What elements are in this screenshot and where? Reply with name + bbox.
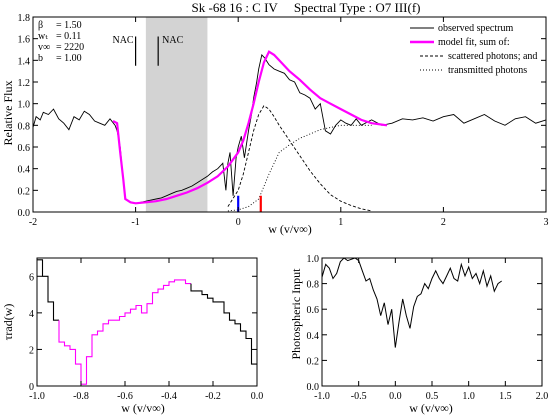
photospheric-y-tick-label: 1.0 (307, 254, 320, 265)
tau-rad-x-tick-label: -0.2 (205, 391, 221, 402)
main-spectrum-panel: -2 -1 0 1 2 3 0.0 0.2 0.4 0.6 0.8 1.0 1.2 1.4 1.6 1.8 S… (1, 0, 549, 236)
legend-label: scattered photons; and (448, 51, 537, 62)
main-x-tick-label: -1 (131, 217, 139, 228)
photospheric-y-tick-label: 0.6 (307, 305, 320, 316)
main-series-group (32, 50, 547, 212)
transmitted-photons-line (227, 124, 372, 212)
tau-rad-model-step-line (58, 279, 191, 385)
photospheric-y-tick-label: 0.0 (307, 382, 320, 393)
legend-label: transmitted photons (448, 65, 527, 76)
tau-rad-x-axis-label: w (v/v∞) (121, 401, 165, 415)
main-y-tick-label: 1.6 (18, 35, 31, 46)
photospheric-x-tick-label: -1.0 (314, 391, 330, 402)
x-axis-label: w (v/v∞) (268, 222, 312, 236)
main-x-tick-label: 3 (544, 217, 549, 228)
param-symbol: b (38, 53, 43, 64)
photospheric-series-group (321, 257, 502, 348)
photospheric-y-tick-label: 0.2 (307, 356, 320, 367)
photospheric-x-tick-label: 0.5 (426, 391, 439, 402)
main-x-tick-label: 0 (236, 217, 241, 228)
nac-label: NAC (112, 35, 133, 46)
main-y-tick-label: 0.2 (18, 186, 31, 197)
marker-lines (135, 36, 262, 212)
nac-label: NAC (162, 35, 183, 46)
main-y-tick-label: 1.2 (18, 78, 31, 89)
main-y-tick-label: 0.6 (18, 143, 31, 154)
tau-rad-ticks: -1.0 -0.8 -0.6 -0.4 -0.2 0.0 0 2 4 6 (29, 258, 263, 402)
photospheric-input-panel: -1.0 -0.5 0.0 0.5 1.0 1.5 2.0 0.0 0.2 0.4 0.6 0.8 1.… (289, 254, 548, 415)
photospheric-x-axis-label: w (v/v∞) (409, 401, 453, 415)
photospheric-x-tick-label: 2.0 (536, 391, 549, 402)
tau-rad-x-tick-label: -0.8 (73, 391, 89, 402)
param-value: = 1.00 (56, 53, 82, 64)
tau-rad-y-tick-label: 2 (29, 345, 34, 356)
tau-rad-step-line (190, 283, 257, 365)
photospheric-x-tick-label: 0.0 (389, 391, 402, 402)
legend-label: model fit, sum of: (438, 37, 510, 48)
legend-label: observed spectrum (438, 23, 513, 34)
photospheric-x-tick-label: -0.5 (351, 391, 367, 402)
tau-rad-panel: -1.0 -0.8 -0.6 -0.4 -0.2 0.0 0 2 4 6 w (v/v∞) τra… (1, 257, 263, 415)
photospheric-y-tick-label: 0.4 (307, 331, 320, 342)
photospheric-ticks: -1.0 -0.5 0.0 0.5 1.0 1.5 2.0 0.0 0.2 0.4 0.6 0.8 1.… (307, 254, 549, 402)
tau-rad-series-group (37, 259, 257, 385)
tau-rad-y-tick-label: 4 (29, 309, 34, 320)
parameter-block: β = 1.50 wₜ = 0.11 v∞ = 2220 b = 1.00 (38, 20, 84, 64)
main-plot-frame (32, 16, 547, 213)
main-y-tick-label: 0.8 (18, 121, 31, 132)
nac-annotations: NAC NAC (112, 35, 183, 46)
main-y-tick-label: 1.8 (18, 13, 31, 24)
y-axis-label: Relative Flux (1, 81, 15, 146)
param-value: = 2220 (56, 42, 84, 53)
legend: observed spectrum model fit, sum of: scatt… (410, 23, 537, 76)
photospheric-y-tick-label: 0.8 (307, 280, 320, 291)
tau-rad-y-axis-label: τrad(w) (1, 304, 15, 341)
main-y-tick-label: 1.0 (18, 100, 31, 111)
tau-rad-x-tick-label: 0.0 (251, 391, 264, 402)
param-symbol: v∞ (38, 42, 50, 53)
main-x-tick-label: 1 (338, 217, 343, 228)
scattered-photons-line (227, 105, 372, 212)
photospheric-plot-frame (321, 257, 543, 387)
param-symbol: wₜ (38, 31, 48, 42)
param-value: = 1.50 (56, 20, 82, 31)
model-fit-line (112, 50, 388, 205)
observed-spectrum-line (32, 53, 547, 204)
param-value: = 0.11 (56, 31, 81, 42)
param-symbol: β (38, 20, 43, 31)
tau-rad-y-tick-label: 6 (29, 272, 34, 283)
tau-rad-x-tick-label: -1.0 (29, 391, 45, 402)
photospheric-y-axis-label: Photospheric Input (289, 268, 303, 360)
tau-rad-step-line (37, 259, 59, 321)
tau-rad-plot-frame (36, 257, 258, 387)
shaded-region (145, 17, 208, 212)
main-ticks: -2 -1 0 1 2 3 0.0 0.2 0.4 0.6 0.8 1.0 1.2 1.4 1.6 1.8 (18, 13, 549, 228)
tau-rad-y-tick-label: 0 (29, 382, 34, 393)
tau-rad-x-tick-label: -0.6 (117, 391, 133, 402)
chart-title: Sk -68 16 : C IV Spectral Type : O7 III(… (192, 0, 421, 15)
photospheric-x-tick-label: 1.5 (499, 391, 512, 402)
photospheric-x-tick-label: 1.0 (462, 391, 475, 402)
main-y-tick-label: 1.4 (18, 56, 31, 67)
main-y-tick-label: 0.4 (18, 165, 31, 176)
photospheric-input-line (321, 257, 502, 348)
main-y-tick-label: 0.0 (18, 208, 31, 219)
tau-rad-x-tick-label: -0.4 (161, 391, 177, 402)
main-x-tick-label: -2 (29, 217, 37, 228)
main-x-tick-label: 2 (441, 217, 446, 228)
